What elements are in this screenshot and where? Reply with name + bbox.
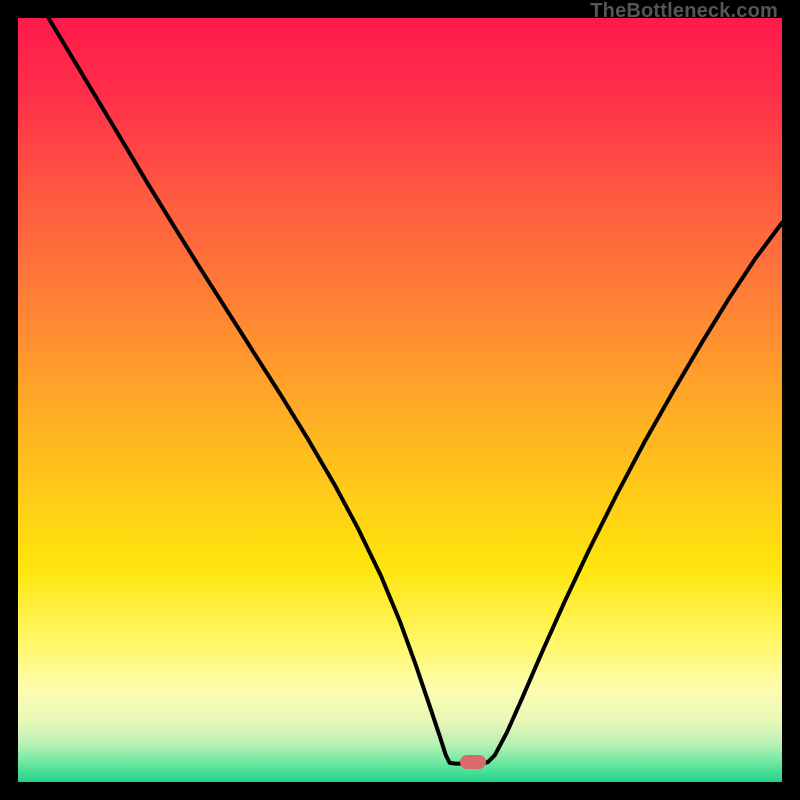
plot-area	[18, 18, 782, 782]
attribution-text: TheBottleneck.com	[590, 0, 778, 23]
chart-frame: TheBottleneck.com	[0, 0, 800, 800]
minimum-marker	[460, 755, 486, 769]
bottleneck-curve	[18, 18, 782, 782]
